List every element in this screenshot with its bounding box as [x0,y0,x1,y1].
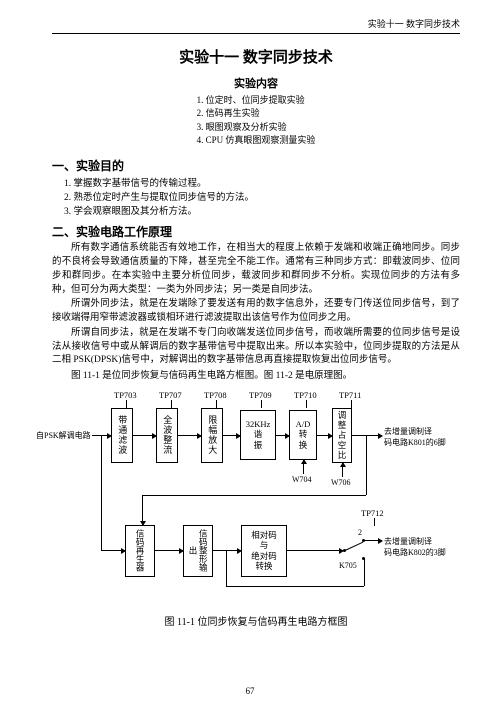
arrow-up [342,463,343,477]
fig-ref: 图 11-1 是位同步恢复与信码再生电路方框图。图 11-2 是电原理图。 [52,370,460,383]
box-adc: A/D 转 换 [289,410,317,460]
box-limiter: 限幅放大 [201,408,223,463]
content-list: 1. 位定时、位同步提取实验 2. 信码再生实验 3. 眼图观察及分析实验 4.… [52,94,460,148]
box-conv: 相对码 与 绝对码 转换 [241,525,287,577]
objective-item: 1. 掌握数字基带信号的传输过程。 [64,177,460,191]
page-number: 67 [0,685,500,698]
arrow [178,435,201,436]
arrow [213,550,241,551]
arrow [155,550,183,551]
box-resonator: 32KHz 谐 振 [240,410,276,460]
switch-pos-label: 2 [358,527,362,538]
subtitle: 实验内容 [52,77,460,92]
k-label: K705 [339,560,357,571]
content-item: 4. CPU 仿真眼图观察测量实验 [197,135,316,145]
arrow [133,435,156,436]
arrow [101,550,125,551]
figure-caption: 图 11-1 位同步恢复与信码再生电路方框图 [52,616,460,630]
input-label: 自PSK解调电路 [36,430,91,441]
arrow-up [303,460,304,474]
objectives-list: 1. 掌握数字基带信号的传输过程。 2. 熟悉位定时产生与提取位同步信号的方法。… [64,177,460,220]
running-header: 实验十一 数字同步技术 [52,18,460,31]
w-label: W706 [331,477,351,488]
box-regen: 信码再生器 [125,525,155,577]
objective-item: 3. 学会观察眼图及其分析方法。 [64,205,460,219]
arrow [317,435,332,436]
arrow [276,435,289,436]
section-heading-1: 一、实验目的 [52,158,460,175]
header-rule [52,33,460,34]
box-shape-text: 信码整形输出 [188,526,208,576]
tp-label: TP712 [361,508,384,520]
page-title: 实验十一 数字同步技术 [52,48,460,69]
box-bandpass: 带通滤波 [111,408,133,463]
content-item: 1. 位定时、位同步提取实验 [197,95,305,105]
arrow [287,550,343,551]
arrow [352,435,382,436]
block-diagram: TP703 TP707 TP708 TP709 TP710 TP711 自PSK… [56,390,456,610]
arrow [364,540,382,541]
box-duty: 调 整 占 空 比 [332,408,352,463]
para: 所谓外同步法，就是在发端除了要发送有用的数字信息外，还要专门传送位同步信号，到了… [52,298,460,326]
w-label: W704 [292,474,312,485]
para: 所谓自同步法，就是在发端不专门向收端发送位同步信号，而收端所需要的位同步信号是设… [52,327,460,368]
content-item: 3. 眼图观察及分析实验 [197,122,287,132]
box-rectifier: 全波整流 [156,408,178,463]
box-shape: 信码整形输出 [183,525,213,577]
output-label-1: 去增量调制译 码电路K801的6脚 [384,426,464,448]
objective-item: 2. 熟悉位定时产生与提取位同步信号的方法。 [64,191,460,205]
arrow-down [142,495,143,525]
para: 所有数字通信系统能否有效地工作，在相当大的程度上依赖于发端和收端正确地同步。同步… [52,242,460,297]
section-heading-2: 二、实验电路工作原理 [52,224,460,241]
content-item: 2. 信码再生实验 [197,108,260,118]
output-label-2: 去增量调制译 码电路K802的3脚 [384,536,464,558]
arrow [223,435,240,436]
switch-arm [345,541,364,550]
box-regen-text: 信码再生器 [135,529,145,572]
